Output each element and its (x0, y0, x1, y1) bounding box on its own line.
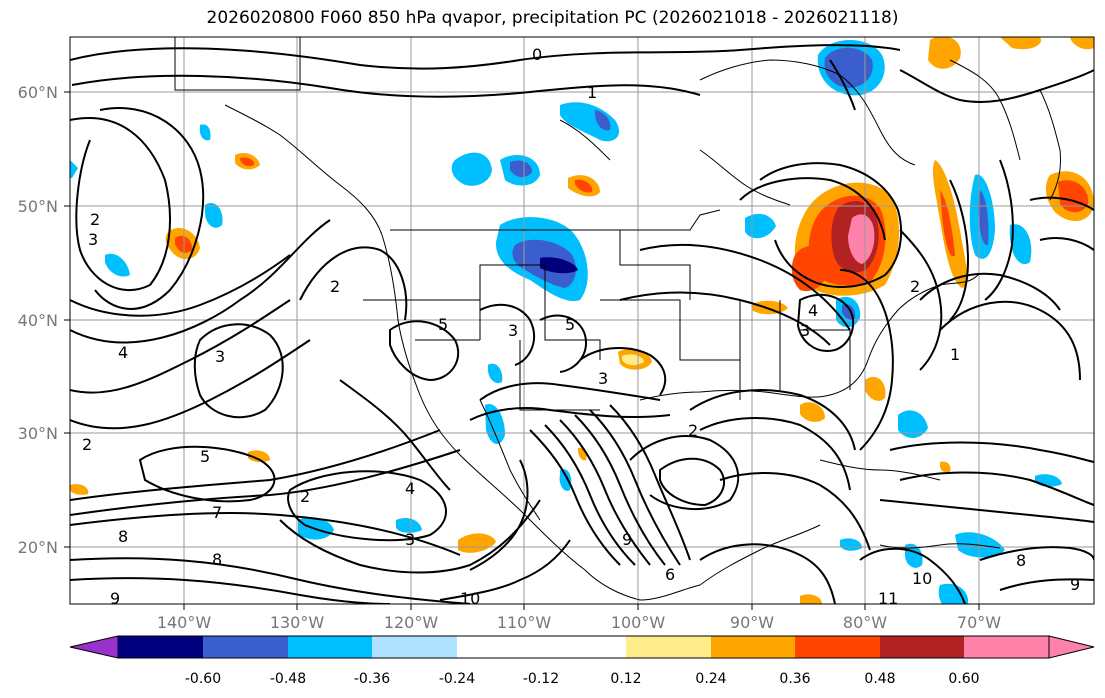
contour-label: 7 (212, 503, 222, 522)
lon-label: 120°W (384, 613, 439, 632)
contour-label: 8 (1016, 551, 1026, 570)
chart-title: 2026020800 F060 850 hPa qvapor, precipit… (206, 8, 899, 28)
contour-label: 1 (587, 83, 597, 102)
colorbar: -0.60 -0.48 -0.36 -0.24 -0.12 0.12 0.24 … (69, 635, 1095, 687)
lon-label: 140°W (157, 613, 212, 632)
contour-label: 2 (688, 421, 698, 440)
contour-lines (70, 44, 1094, 604)
contour-label: 2 (82, 435, 92, 454)
lon-label: 130°W (270, 613, 325, 632)
contour-label: 3 (405, 530, 415, 549)
lat-label: 20°N (18, 538, 58, 557)
lon-label: 100°W (611, 613, 666, 632)
lat-label: 60°N (18, 83, 58, 102)
lat-label: 50°N (18, 197, 58, 216)
axis-ticks (64, 91, 980, 610)
lon-label: 110°W (497, 613, 552, 632)
colorbar-segment (372, 636, 457, 658)
contour-labels: 0 1 2 2 3 3 4 5 5 5 3 4 2 3 7 8 8 9 9 10… (82, 45, 1080, 608)
contour-label: 10 (912, 569, 932, 588)
colorbar-segment (1048, 635, 1095, 659)
colorbar-tick-label: 0.24 (695, 671, 726, 687)
colorbar-segment (711, 636, 795, 658)
lat-label: 30°N (18, 424, 58, 443)
contour-label: 5 (200, 447, 210, 466)
colorbar-segment (118, 636, 203, 658)
colorbar-segment (457, 636, 541, 658)
lat-label: 40°N (18, 311, 58, 330)
contour-label: 3 (800, 321, 810, 340)
lon-label: 80°W (843, 613, 887, 632)
contour-label: 5 (438, 315, 448, 334)
contour-label: 10 (460, 589, 480, 608)
contour-label: 9 (622, 530, 632, 549)
contour-label: 3 (598, 369, 608, 388)
lon-label: 70°W (957, 613, 1001, 632)
contour-label: 4 (405, 479, 415, 498)
colorbar-tick-label: -0.36 (354, 671, 390, 687)
contour-label: 2 (330, 277, 340, 296)
contour-label: 8 (212, 550, 222, 569)
contour-label: 9 (110, 589, 120, 608)
colorbar-tick-label: 0.12 (610, 671, 641, 687)
colorbar-tick-label: -0.24 (439, 671, 475, 687)
latitude-labels: 60°N 50°N 40°N 30°N 20°N (18, 83, 58, 557)
contour-label: 0 (532, 45, 542, 64)
contour-label: 3 (88, 230, 98, 249)
colorbar-tick-label: 0.36 (779, 671, 810, 687)
colorbar-tick-label: 0.60 (948, 671, 979, 687)
colorbar-segment (288, 636, 372, 658)
contour-label: 1 (950, 345, 960, 364)
contour-label: 9 (1070, 575, 1080, 594)
longitude-labels: 140°W 130°W 120°W 110°W 100°W 90°W 80°W … (157, 613, 1001, 632)
contour-label: 2 (300, 487, 310, 506)
contour-label: 2 (910, 277, 920, 296)
colorbar-tick-label: -0.48 (270, 671, 306, 687)
colorbar-tick-label: 0.48 (864, 671, 895, 687)
colorbar-segment (880, 636, 964, 658)
colorbar-segment (626, 636, 711, 658)
contour-label: 8 (118, 527, 128, 546)
colorbar-tick-label: -0.12 (523, 671, 559, 687)
colorbar-segment (964, 636, 1049, 658)
lon-label: 90°W (730, 613, 774, 632)
contour-label: 6 (665, 565, 675, 584)
contour-label: 4 (118, 343, 128, 362)
contour-label: 2 (90, 210, 100, 229)
contour-label: 11 (878, 589, 898, 608)
contour-label: 3 (215, 347, 225, 366)
contour-label: 3 (508, 321, 518, 340)
contour-label: 4 (808, 301, 818, 320)
colorbar-segment (541, 636, 626, 658)
colorbar-segment (203, 636, 288, 658)
colorbar-tick-label: -0.60 (185, 671, 221, 687)
colorbar-segment (69, 635, 119, 659)
colorbar-segment (795, 636, 880, 658)
contour-label: 5 (565, 315, 575, 334)
